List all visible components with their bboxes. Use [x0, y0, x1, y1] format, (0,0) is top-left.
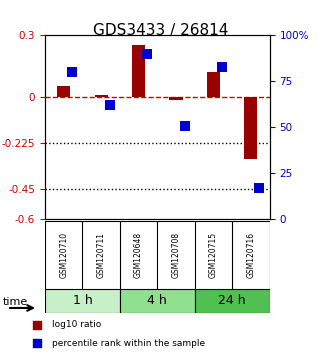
Text: GSM120708: GSM120708	[171, 232, 180, 278]
Point	[144, 51, 150, 57]
Bar	[45, 289, 120, 313]
Text: GDS3433 / 26814: GDS3433 / 26814	[93, 23, 228, 38]
Text: percentile rank within the sample: percentile rank within the sample	[52, 339, 205, 348]
Text: log10 ratio: log10 ratio	[52, 320, 101, 329]
Bar	[57, 86, 70, 97]
Bar	[207, 72, 220, 97]
Bar	[244, 97, 257, 159]
Text: GSM120648: GSM120648	[134, 232, 143, 278]
Bar	[169, 97, 183, 101]
Bar	[195, 289, 270, 313]
Text: GSM120711: GSM120711	[97, 232, 106, 278]
Point	[182, 123, 187, 129]
Text: GSM120710: GSM120710	[59, 232, 68, 278]
Point	[35, 322, 40, 327]
Bar	[120, 289, 195, 313]
Point	[257, 185, 262, 191]
Bar	[95, 95, 108, 97]
Text: time: time	[3, 297, 29, 307]
Point	[107, 103, 112, 108]
Text: GSM120716: GSM120716	[247, 232, 256, 278]
Bar	[132, 45, 145, 97]
Text: GSM120715: GSM120715	[209, 232, 218, 278]
Point	[35, 341, 40, 346]
Text: 1 h: 1 h	[73, 295, 92, 307]
Point	[220, 64, 225, 69]
Text: 24 h: 24 h	[218, 295, 246, 307]
Text: 4 h: 4 h	[147, 295, 167, 307]
Point	[70, 69, 75, 75]
